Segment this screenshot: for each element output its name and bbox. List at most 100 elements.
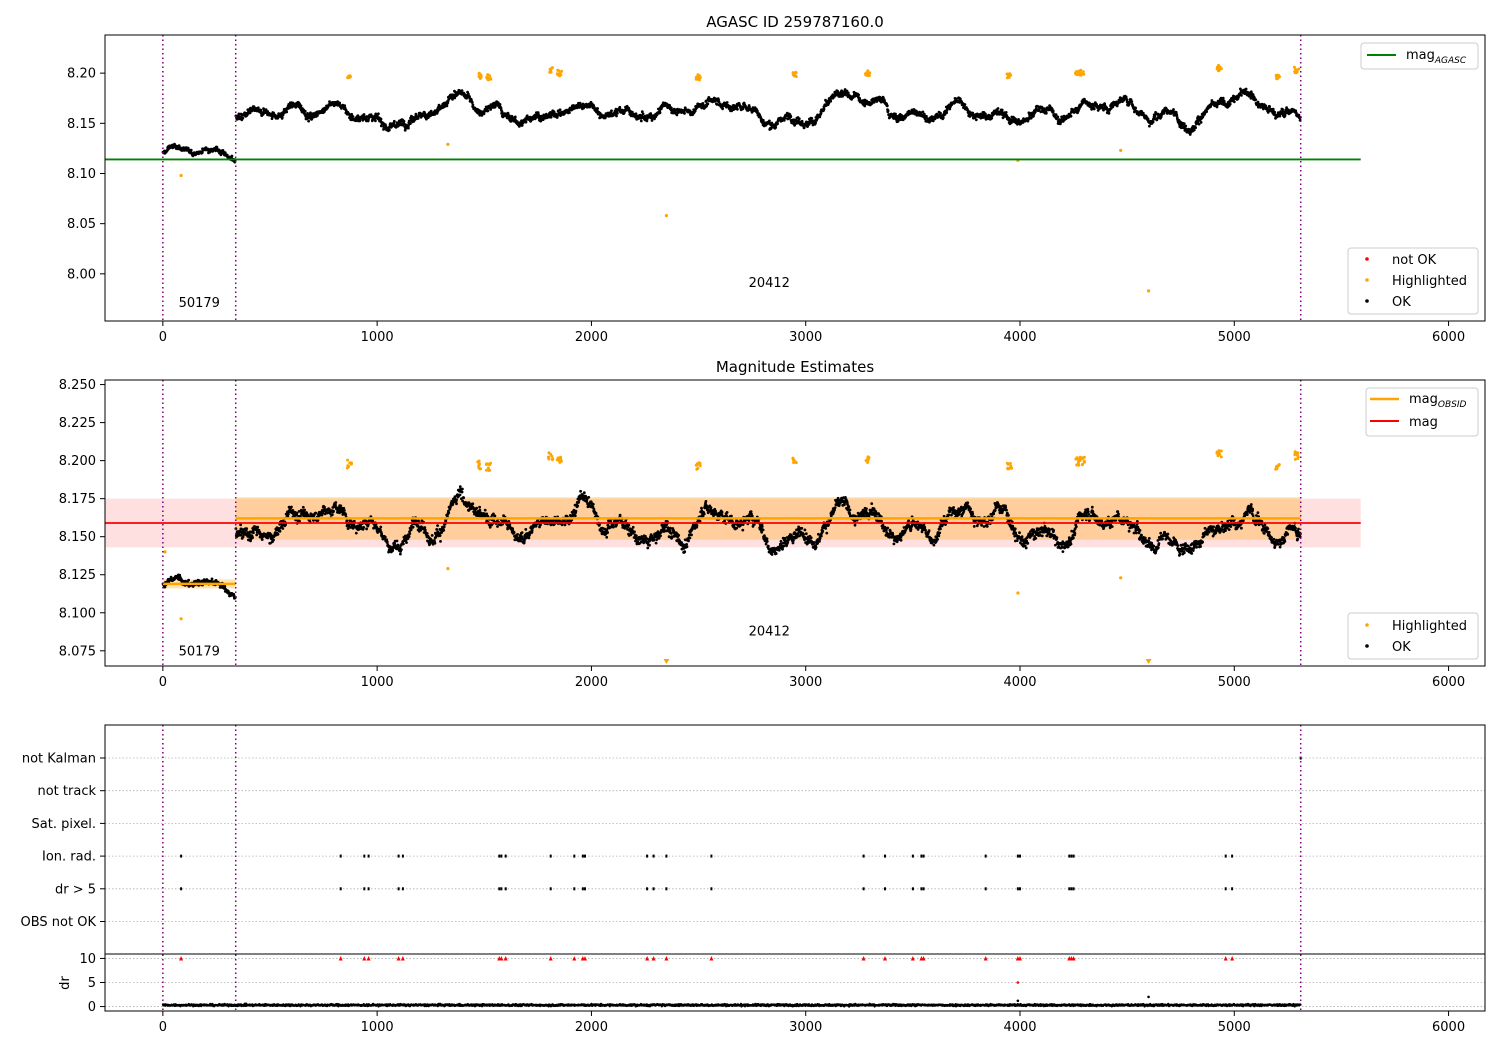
- agasc-ok-point: [520, 123, 524, 127]
- magnitude-panel-title: Magnitude Estimates: [716, 358, 874, 376]
- magnitude-ok-point: [512, 531, 516, 534]
- magnitude-ok-point: [563, 523, 567, 527]
- agasc-ok-point: [402, 120, 406, 123]
- agasc-ok-point: [515, 120, 519, 123]
- agasc-legend-bottom: not OK Highlighted OK: [1347, 247, 1479, 315]
- magnitude-ok-point: [478, 508, 482, 512]
- agasc-ok-point: [822, 107, 826, 111]
- agasc-ok-point: [736, 107, 739, 111]
- magnitude-ok-point: [592, 507, 596, 511]
- agasc-highlighted-point: [867, 74, 871, 77]
- agasc-ok-point: [1056, 115, 1060, 119]
- agasc-ok-point: [768, 119, 771, 123]
- agasc-ok-point: [1151, 120, 1155, 124]
- magnitude-ok-point: [478, 505, 481, 509]
- agasc-ytick-label: 8.00: [67, 267, 96, 282]
- agasc-ok-point: [200, 151, 204, 155]
- agasc-ok-point: [311, 112, 315, 115]
- agasc-ok-point: [215, 145, 219, 149]
- magnitude-ok-point: [245, 527, 249, 530]
- agasc-ok-point: [1273, 110, 1276, 114]
- agasc-highlighted-point: [548, 70, 552, 74]
- agasc-ok-point: [1192, 128, 1196, 132]
- agasc-points: [161, 87, 1302, 164]
- agasc-ok-point: [1268, 105, 1271, 109]
- magnitude-ok-point: [330, 513, 334, 517]
- magnitude-ok-point: [407, 535, 411, 538]
- agasc-ok-point: [615, 114, 618, 118]
- agasc-ok-point: [721, 107, 724, 111]
- magnitude-ok-point: [303, 508, 306, 512]
- agasc-ok-point: [1205, 110, 1208, 113]
- agasc-ok-point: [1283, 114, 1287, 118]
- agasc-ok-point: [299, 104, 303, 108]
- magnitude-ok-point: [323, 505, 326, 509]
- agasc-ok-point: [499, 106, 503, 110]
- magnitude-ok-point: [405, 541, 408, 544]
- magnitude-ok-point: [458, 493, 462, 497]
- agasc-highlighted-point: [1276, 73, 1280, 77]
- magnitude-ok-point: [385, 540, 389, 544]
- magnitude-ok-point: [252, 531, 255, 535]
- agasc-ok-point: [416, 116, 420, 120]
- agasc-ok-point: [471, 103, 475, 107]
- agasc-ok-point: [316, 114, 319, 117]
- magnitude-ok-point: [379, 525, 383, 529]
- agasc-ok-point: [374, 119, 377, 123]
- agasc-ok-point: [706, 102, 710, 106]
- magnitude-ok-point: [606, 531, 609, 534]
- magnitude-ok-point: [516, 533, 519, 536]
- agasc-ok-point: [800, 119, 804, 123]
- magnitude-ok-point: [425, 532, 429, 535]
- magnitude-ok-point: [255, 533, 259, 537]
- agasc-xtick-label: 2000: [575, 330, 608, 345]
- legend-highlighted: Highlighted: [1392, 274, 1467, 289]
- magnitude-ok-point: [290, 505, 293, 509]
- magnitude-ok-point: [286, 512, 290, 516]
- magnitude-ok-point: [483, 508, 487, 512]
- agasc-ok-point: [872, 100, 876, 104]
- magnitude-ok-point: [411, 525, 415, 529]
- agasc-xtick-label: 1000: [361, 330, 394, 345]
- magnitude-ok-point: [574, 509, 578, 513]
- agasc-ok-point: [362, 113, 366, 116]
- agasc-xtick-label: 5000: [1218, 330, 1251, 345]
- agasc-ok-point: [939, 111, 942, 115]
- magnitude-ok-point: [334, 501, 338, 504]
- legend-not-ok: not OK: [1392, 253, 1437, 268]
- magnitude-ok-point: [423, 526, 427, 529]
- agasc-ok-point: [776, 122, 779, 126]
- magnitude-ok-point: [298, 519, 301, 523]
- agasc-ok-point: [1228, 102, 1232, 106]
- agasc-ok-point: [489, 108, 492, 111]
- agasc-ok-point: [886, 109, 890, 113]
- agasc-ok-point: [829, 99, 833, 103]
- magnitude-ok-point: [436, 524, 439, 527]
- agasc-highlighted-point: [485, 75, 489, 79]
- magnitude-ok-point: [414, 519, 418, 523]
- magnitude-ok-point: [343, 509, 346, 512]
- magnitude-ok-point: [530, 529, 534, 533]
- agasc-ok-point: [407, 126, 410, 130]
- magnitude-ok-point: [524, 528, 528, 531]
- magnitude-ok-point: [439, 540, 442, 543]
- agasc-highlighted-point: [794, 71, 798, 75]
- magnitude-ok-point: [605, 535, 609, 539]
- agasc-ok-point: [1092, 107, 1096, 111]
- agasc-ok-point: [1182, 122, 1186, 126]
- magnitude-ok-point: [345, 519, 349, 523]
- agasc-highlighted-point: [1294, 68, 1297, 71]
- agasc-obsid-label: 20412: [749, 276, 790, 291]
- magnitude-ok-point: [455, 502, 458, 506]
- magnitude-ok-point: [357, 527, 361, 531]
- agasc-ok-point: [819, 111, 823, 115]
- agasc-ok-point: [256, 106, 260, 110]
- magnitude-ok-point: [612, 525, 615, 529]
- agasc-highlighted-point: [1075, 71, 1079, 75]
- agasc-ok-point: [802, 126, 806, 130]
- agasc-ok-point: [445, 104, 449, 108]
- agasc-ok-point: [774, 126, 778, 129]
